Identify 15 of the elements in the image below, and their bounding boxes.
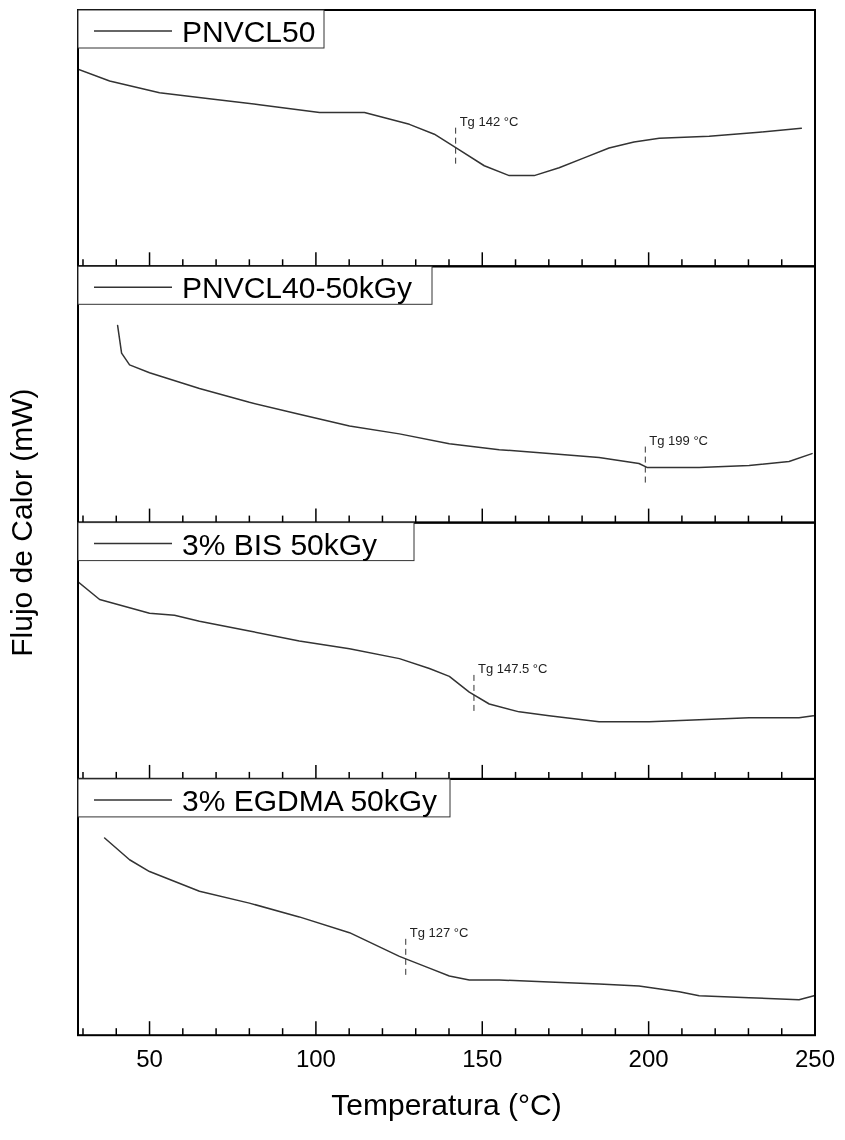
x-tick-label: 150 [462,1045,503,1073]
y-axis-title: Flujo de Calor (mW) [5,388,38,657]
legend-label: 3% BIS 50kGy [182,527,378,561]
x-tick-label: 50 [136,1045,163,1073]
ref-line-label: Tg 147.5 °C [477,660,548,676]
ref-line-label: Tg 199 °C [649,432,708,448]
legend-label: PNVCL40-50kGy [182,271,413,305]
ref-line-label: Tg 127 °C [409,924,469,940]
legend-label: PNVCL50 [182,15,316,48]
ref-line-label: Tg 142 °C [459,113,519,129]
x-tick-label: 100 [295,1045,336,1073]
x-axis-title: Temperatura (°C) [331,1088,562,1122]
x-tick-label: 250 [794,1045,836,1073]
legend-label: 3% EGDMA 50kGy [182,783,438,817]
x-tick-label: 200 [628,1045,669,1073]
